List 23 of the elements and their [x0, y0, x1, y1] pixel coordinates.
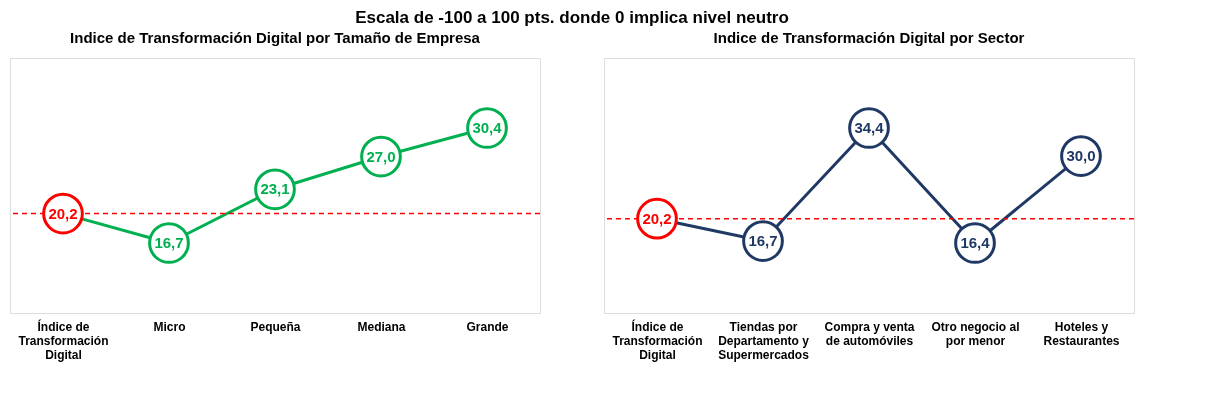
- data-label: 30,0: [1066, 147, 1096, 165]
- x-tick-label: Compra y venta de automóviles: [824, 319, 915, 348]
- chart-title: Indice de Transformación Digital por Sector: [713, 29, 1025, 46]
- x-tick-label: Índice de Transformación Digital: [612, 318, 703, 362]
- x-tick-label: Pequeña: [250, 319, 301, 334]
- x-tick-label: Mediana: [357, 319, 406, 334]
- data-label: 20,2: [48, 204, 78, 222]
- x-tick-label: Otro negocio al por menor: [931, 319, 1020, 348]
- x-tick-label: Grande: [466, 319, 509, 334]
- data-label: 16,7: [154, 234, 184, 251]
- x-tick-label: Índice de Transformación Digital: [18, 318, 109, 362]
- data-label: 16,7: [748, 232, 778, 250]
- chart-title: Indice de Transformación Digital por Tamaño de Empresa: [70, 29, 481, 46]
- data-label: 16,4: [960, 234, 991, 251]
- data-label: 23,1: [260, 180, 290, 198]
- x-tick-label: Hoteles y Restaurantes: [1043, 319, 1120, 348]
- data-label: 34,4: [854, 119, 885, 136]
- x-tick-label: Micro: [153, 319, 186, 334]
- x-tick-label: Tiendas por Departamento y Supermercados: [718, 319, 810, 362]
- data-label: 27,0: [366, 147, 396, 165]
- data-label: 30,4: [472, 119, 503, 136]
- text: Escala de -100 a 100 pts. donde 0 implica nivel neutro: [355, 7, 789, 27]
- data-label: 20,2: [642, 209, 672, 227]
